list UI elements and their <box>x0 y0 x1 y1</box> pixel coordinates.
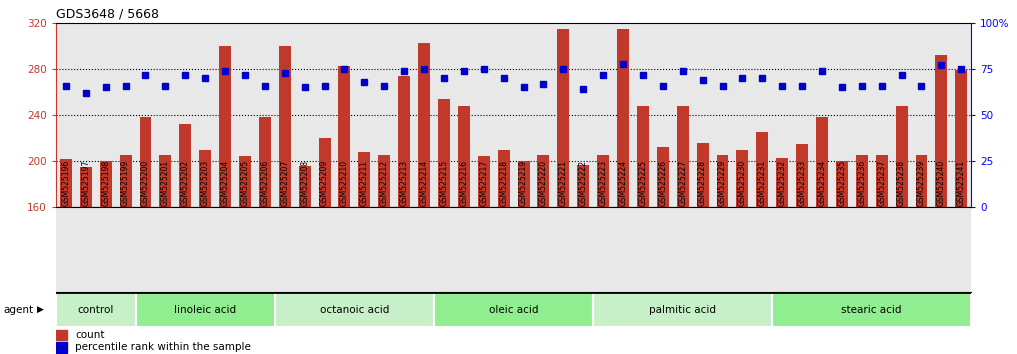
Bar <box>657 147 669 354</box>
Bar <box>179 124 191 354</box>
Bar <box>279 46 291 354</box>
Text: octanoic acid: octanoic acid <box>319 305 390 315</box>
Bar <box>318 138 331 354</box>
Bar <box>378 155 391 354</box>
Bar <box>676 106 689 354</box>
Text: oleic acid: oleic acid <box>489 305 538 315</box>
Bar <box>936 55 948 354</box>
Bar <box>418 42 430 354</box>
Text: linoleic acid: linoleic acid <box>174 305 236 315</box>
Bar <box>896 106 907 354</box>
Bar <box>199 149 212 354</box>
Text: agent: agent <box>3 305 34 315</box>
Bar <box>955 70 967 354</box>
Bar <box>816 118 828 354</box>
Text: percentile rank within the sample: percentile rank within the sample <box>75 342 251 352</box>
Text: palmitic acid: palmitic acid <box>649 305 716 315</box>
Bar <box>56 330 67 340</box>
Bar <box>259 118 271 354</box>
Bar <box>593 292 772 327</box>
Bar <box>60 159 72 354</box>
Bar <box>100 161 112 354</box>
Bar <box>836 161 848 354</box>
Text: stearic acid: stearic acid <box>841 305 902 315</box>
Bar <box>358 152 370 354</box>
Bar <box>120 155 131 354</box>
Bar <box>135 292 275 327</box>
Bar <box>299 166 310 354</box>
Bar <box>776 158 788 354</box>
Bar <box>160 155 171 354</box>
Bar <box>239 156 251 354</box>
Bar <box>56 292 135 327</box>
Bar <box>597 155 609 354</box>
Bar <box>339 65 351 354</box>
Bar <box>434 292 593 327</box>
Text: control: control <box>77 305 114 315</box>
Bar <box>458 106 470 354</box>
Bar <box>537 155 549 354</box>
Text: GDS3648 / 5668: GDS3648 / 5668 <box>56 7 159 21</box>
Bar <box>637 106 649 354</box>
Text: count: count <box>75 330 105 340</box>
Bar <box>736 149 749 354</box>
Bar <box>79 167 92 354</box>
Bar <box>915 155 928 354</box>
Bar <box>796 144 809 354</box>
Bar <box>717 155 728 354</box>
Bar <box>139 118 152 354</box>
Bar <box>478 156 490 354</box>
Bar <box>697 143 709 354</box>
Bar <box>856 155 868 354</box>
Bar <box>876 155 888 354</box>
Bar <box>557 29 570 354</box>
Bar <box>497 149 510 354</box>
Bar <box>617 29 629 354</box>
Bar <box>772 292 971 327</box>
Bar <box>757 132 768 354</box>
Bar <box>438 99 450 354</box>
Text: ▶: ▶ <box>37 305 44 314</box>
Bar <box>219 46 231 354</box>
Bar <box>399 76 410 354</box>
Bar <box>56 342 67 353</box>
Bar <box>578 165 589 354</box>
Bar <box>518 161 530 354</box>
Bar <box>275 292 434 327</box>
